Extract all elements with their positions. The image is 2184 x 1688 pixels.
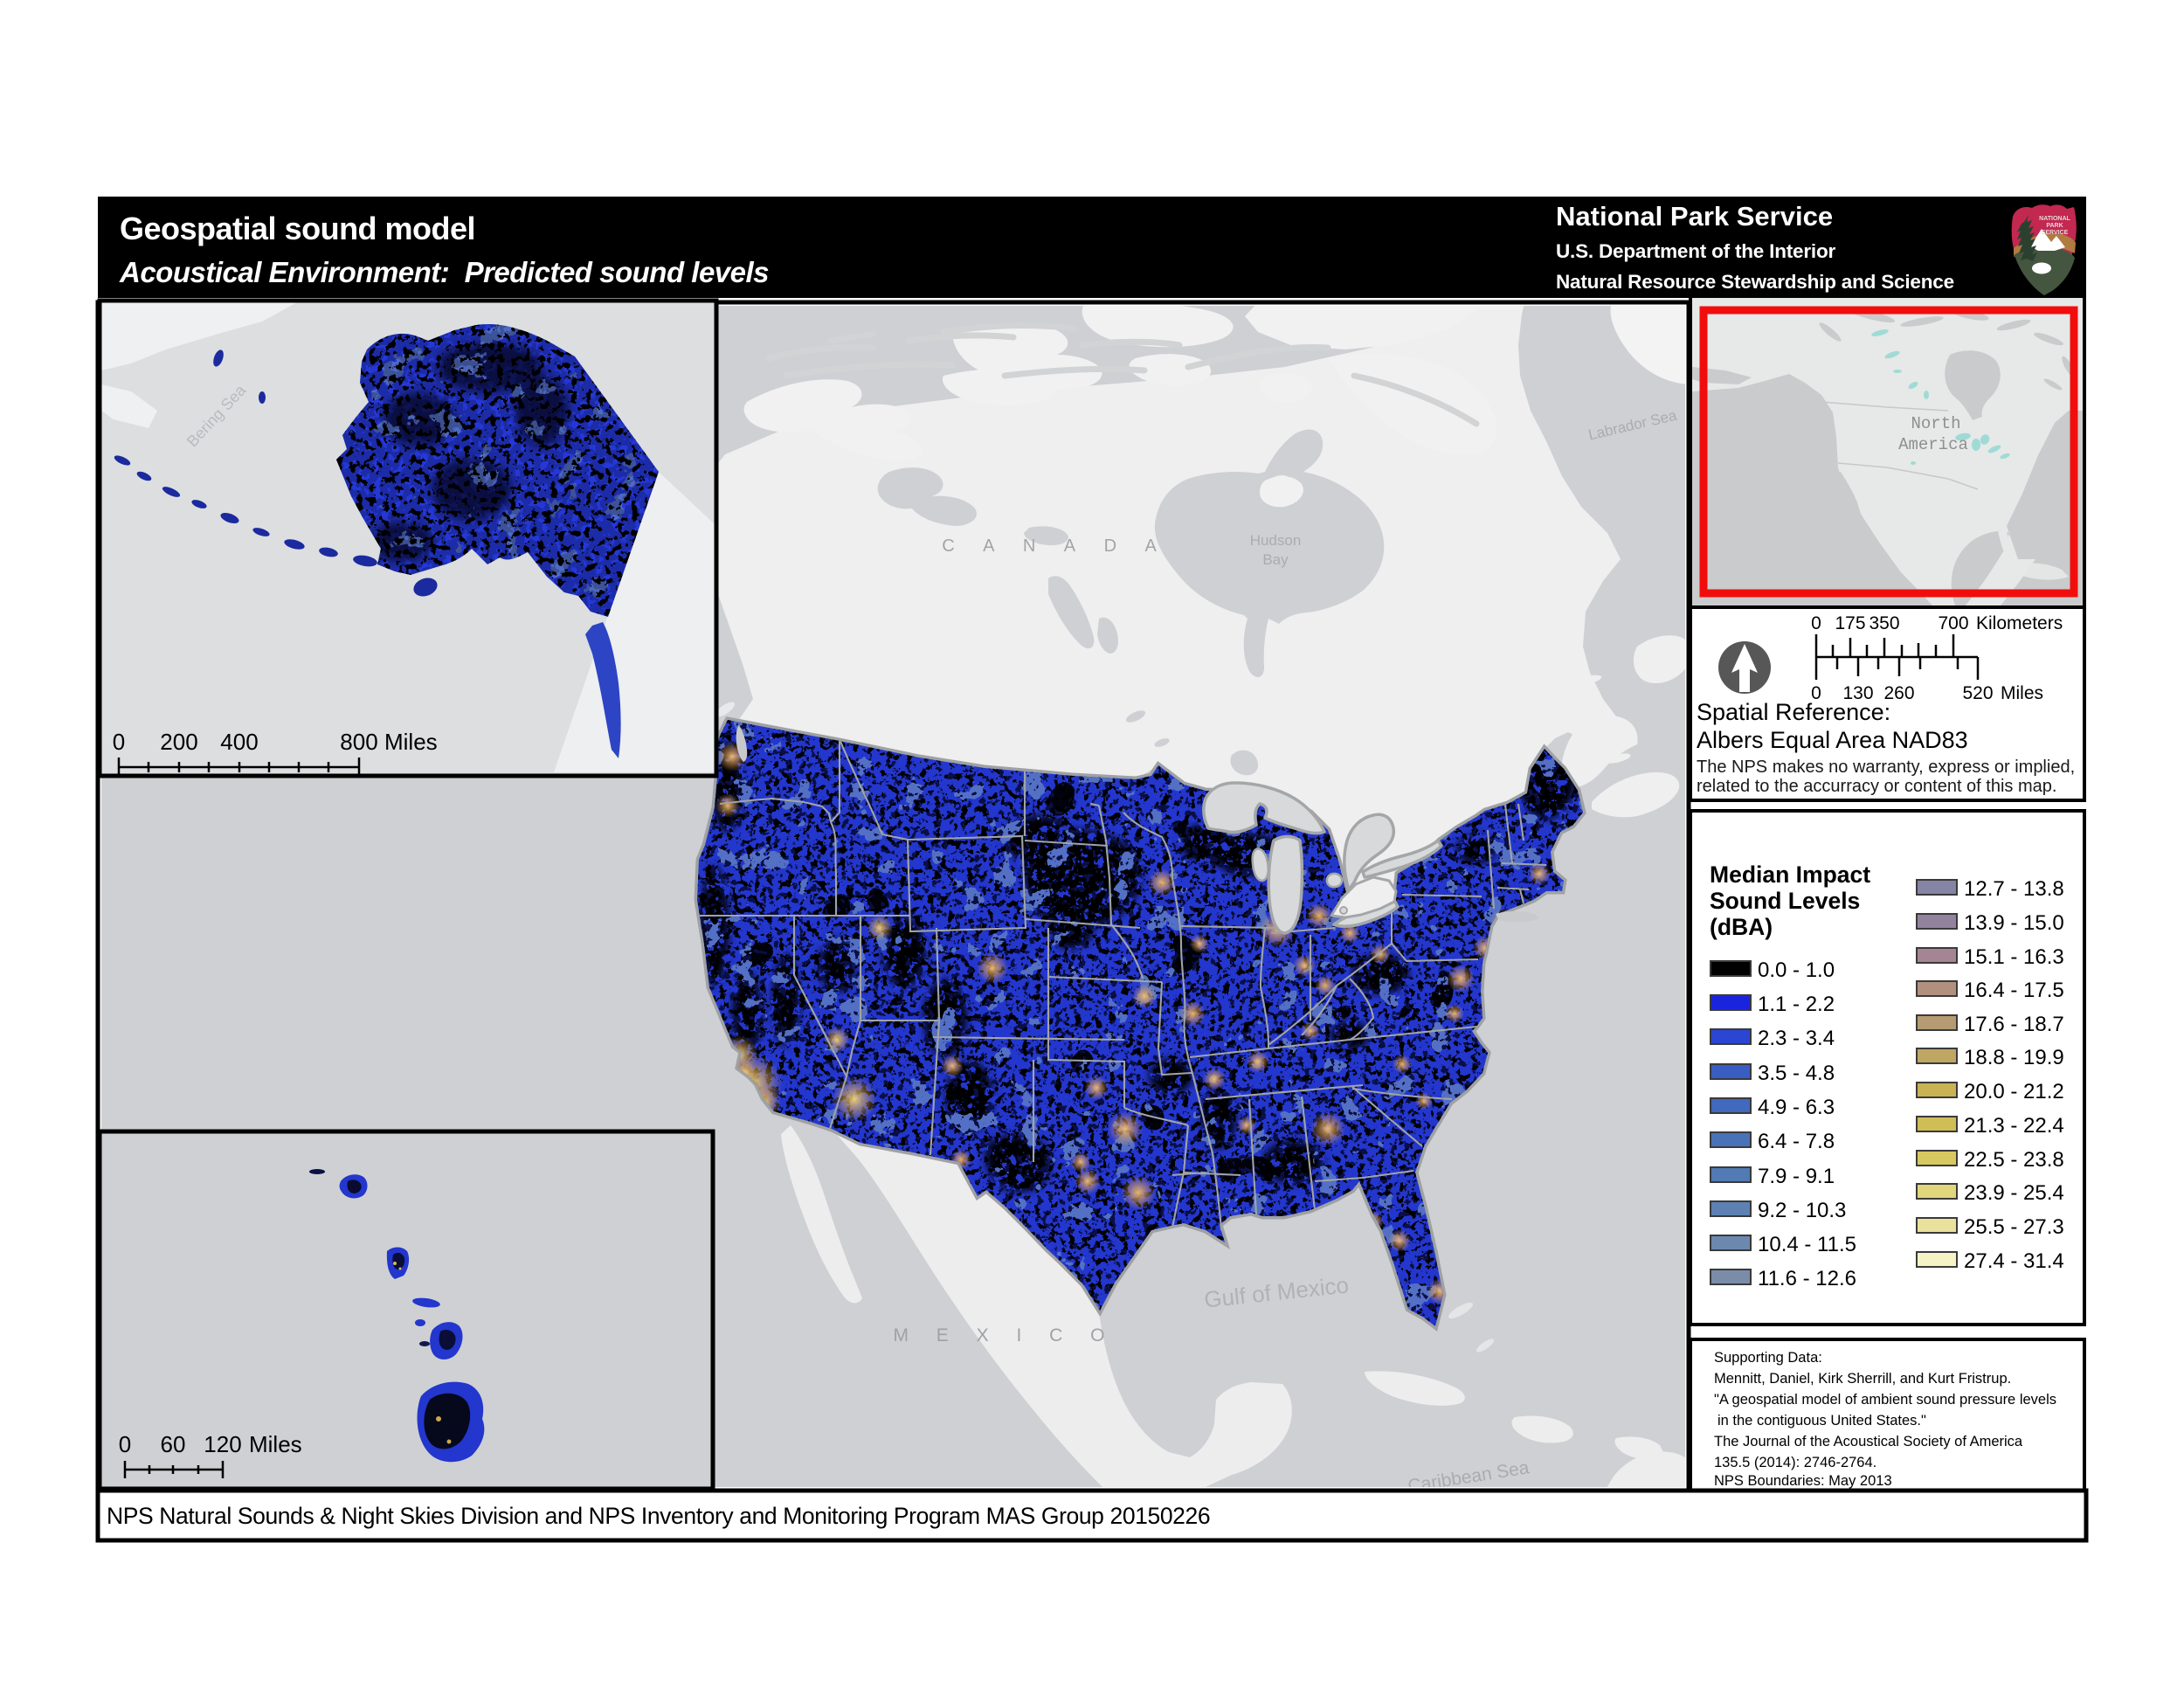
svg-text:C A N A D A: C A N A D A	[942, 536, 1169, 556]
svg-text:200: 200	[160, 729, 197, 755]
svg-text:related to the accurracy or co: related to the accurracy or content of t…	[1697, 777, 2056, 796]
svg-text:Acoustical Environment: Predi: Acoustical Environment: Predicted sound …	[119, 256, 769, 288]
svg-text:0: 0	[1811, 683, 1821, 703]
svg-text:National Park Service: National Park Service	[1556, 201, 1833, 232]
svg-text:0: 0	[119, 1431, 131, 1457]
svg-text:Kilometers: Kilometers	[1976, 613, 2063, 633]
svg-text:in the contiguous United State: in the contiguous United States."	[1717, 1413, 1926, 1429]
svg-text:1.1 - 2.2: 1.1 - 2.2	[1758, 993, 1835, 1016]
svg-text:Spatial Reference:: Spatial Reference:	[1697, 699, 1890, 725]
svg-text:NATIONAL: NATIONAL	[2039, 216, 2070, 222]
svg-text:25.5 - 27.3: 25.5 - 27.3	[1964, 1215, 2064, 1239]
svg-text:18.8 - 19.9: 18.8 - 19.9	[1964, 1046, 2064, 1069]
svg-text:120: 120	[204, 1431, 241, 1457]
svg-text:23.9 - 25.4: 23.9 - 25.4	[1964, 1181, 2064, 1205]
svg-text:U.S. Department of the Interio: U.S. Department of the Interior	[1556, 240, 1836, 262]
svg-text:0: 0	[113, 729, 125, 755]
svg-text:America: America	[1898, 435, 1968, 454]
svg-text:17.6 - 18.7: 17.6 - 18.7	[1964, 1013, 2064, 1036]
svg-text:16.4 - 17.5: 16.4 - 17.5	[1964, 979, 2064, 1002]
svg-text:The NPS makes no warranty, exp: The NPS makes no warranty, express or im…	[1697, 758, 2075, 777]
svg-text:21.3 - 22.4: 21.3 - 22.4	[1964, 1114, 2064, 1138]
svg-text:400: 400	[220, 729, 258, 755]
svg-text:60: 60	[161, 1431, 186, 1457]
svg-text:North: North	[1911, 414, 1960, 433]
svg-text:9.2 - 10.3: 9.2 - 10.3	[1758, 1199, 1846, 1222]
svg-text:10.4 - 11.5: 10.4 - 11.5	[1758, 1233, 1856, 1256]
svg-text:260: 260	[1883, 683, 1914, 703]
svg-text:22.5 - 23.8: 22.5 - 23.8	[1964, 1148, 2064, 1172]
svg-text:350: 350	[1869, 613, 1899, 633]
svg-text:800: 800	[340, 729, 377, 755]
svg-text:Median Impact: Median Impact	[1710, 861, 1870, 888]
svg-text:"A geospatial model of ambient: "A geospatial model of ambient sound pre…	[1714, 1392, 2056, 1408]
svg-text:11.6 - 12.6: 11.6 - 12.6	[1758, 1267, 1856, 1290]
svg-text:NPS Boundaries: May 2013: NPS Boundaries: May 2013	[1714, 1473, 1892, 1489]
svg-text:Supporting Data:: Supporting Data:	[1714, 1350, 1822, 1366]
svg-text:0: 0	[1811, 613, 1821, 633]
svg-text:135.5 (2014): 2746-2764.: 135.5 (2014): 2746-2764.	[1714, 1455, 1876, 1470]
svg-text:SERVICE: SERVICE	[2042, 230, 2069, 236]
svg-text:175: 175	[1835, 613, 1865, 633]
svg-text:Miles: Miles	[249, 1431, 302, 1457]
svg-text:Sound Levels: Sound Levels	[1710, 888, 1860, 914]
svg-text:(dBA): (dBA)	[1710, 914, 1773, 940]
svg-text:0.0 - 1.0: 0.0 - 1.0	[1758, 958, 1835, 982]
svg-text:Natural Resource Stewardship a: Natural Resource Stewardship and Science	[1556, 271, 1954, 293]
svg-text:Mennitt, Daniel, Kirk Sherrill: Mennitt, Daniel, Kirk Sherrill, and Kurt…	[1714, 1371, 2011, 1387]
svg-text:27.4 - 31.4: 27.4 - 31.4	[1964, 1249, 2064, 1273]
svg-text:Albers Equal Area NAD83: Albers Equal Area NAD83	[1697, 727, 1968, 753]
svg-text:2.3 - 3.4: 2.3 - 3.4	[1758, 1027, 1835, 1050]
svg-text:3.5 - 4.8: 3.5 - 4.8	[1758, 1062, 1835, 1085]
svg-text:15.1 - 16.3: 15.1 - 16.3	[1964, 945, 2064, 969]
svg-text:130: 130	[1842, 683, 1873, 703]
svg-text:4.9 - 6.3: 4.9 - 6.3	[1758, 1096, 1835, 1119]
svg-text:520: 520	[1962, 683, 1993, 703]
svg-text:6.4 - 7.8: 6.4 - 7.8	[1758, 1130, 1835, 1153]
svg-text:12.7 - 13.8: 12.7 - 13.8	[1964, 877, 2064, 901]
svg-text:Geospatial sound model: Geospatial sound model	[120, 211, 475, 246]
svg-text:Miles: Miles	[2001, 683, 2043, 703]
svg-text:NPS Natural Sounds & Night Ski: NPS Natural Sounds & Night Skies Divisio…	[107, 1503, 1210, 1529]
svg-text:M E X I C O: M E X I C O	[893, 1325, 1116, 1346]
svg-text:7.9 - 9.1: 7.9 - 9.1	[1758, 1165, 1835, 1188]
svg-text:Bay: Bay	[1262, 551, 1289, 568]
svg-text:The Journal of the Acoustical: The Journal of the Acoustical Society of…	[1714, 1434, 2023, 1449]
svg-text:20.0 - 21.2: 20.0 - 21.2	[1964, 1080, 2064, 1103]
svg-text:Hudson: Hudson	[1250, 532, 1302, 549]
svg-text:700: 700	[1938, 613, 1968, 633]
svg-text:PARK: PARK	[2046, 223, 2063, 229]
svg-text:13.9 - 15.0: 13.9 - 15.0	[1964, 911, 2064, 935]
svg-text:Miles: Miles	[384, 729, 438, 755]
